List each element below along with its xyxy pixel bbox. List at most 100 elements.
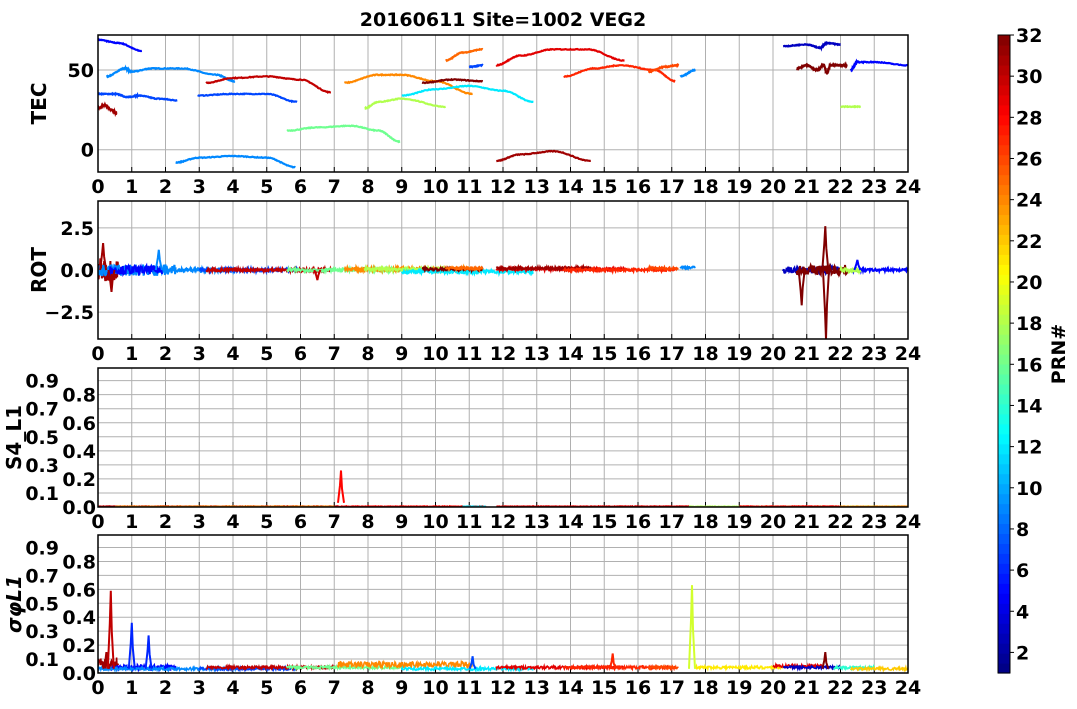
y-tick-label: 0.8 xyxy=(62,551,96,573)
colorbar-swatch xyxy=(998,324,1010,335)
tec-arc-prn-18 xyxy=(364,97,446,111)
x-tick-label: 20 xyxy=(760,677,786,699)
x-tick-label: 21 xyxy=(794,677,820,699)
x-tick-label: 15 xyxy=(591,343,617,365)
y-tick-label: 0.2 xyxy=(62,635,96,657)
tec-arc-prn-27 xyxy=(563,64,676,83)
colorbar-swatch xyxy=(998,433,1010,445)
colorbar-swatch xyxy=(998,35,1010,46)
colorbar-tick-label: 6 xyxy=(1016,560,1029,582)
x-tick-label: 22 xyxy=(827,677,853,699)
series-prn-21 xyxy=(694,663,784,672)
colorbar-swatch xyxy=(998,363,1010,375)
colorbar-swatch xyxy=(998,653,1010,664)
tec-arc-prn-9 xyxy=(106,64,236,84)
y-tick-label: 0.5 xyxy=(25,427,59,449)
x-tick-label: 5 xyxy=(260,343,273,365)
series-prn-27 xyxy=(562,265,676,275)
series-prn-22 xyxy=(849,664,908,673)
colorbar-swatch xyxy=(998,254,1010,265)
x-tick-label: 19 xyxy=(726,343,752,365)
x-tick-label: 7 xyxy=(328,511,341,533)
colorbar-tick-label: 22 xyxy=(1016,231,1042,253)
colorbar-swatch xyxy=(998,304,1010,315)
x-tick-label: 11 xyxy=(456,511,482,533)
colorbar-swatch xyxy=(998,344,1010,355)
tec-arc-prn-9 xyxy=(679,68,696,78)
x-tick-label: 14 xyxy=(557,511,583,533)
x-tick-label: 6 xyxy=(294,677,307,699)
colorbar-swatch xyxy=(998,264,1010,275)
spike-prn-27 xyxy=(608,653,617,670)
x-tick-label: 8 xyxy=(361,343,374,365)
y-tick-label: 0.6 xyxy=(62,579,96,601)
x-tick-label: 24 xyxy=(895,176,921,198)
series-prn-26 xyxy=(647,663,679,672)
x-tick-label: 11 xyxy=(456,176,482,198)
series-prn-31 xyxy=(495,263,592,274)
panel-2: 0 1 2 3 4 5 6 7 8 9 10 11 12 13 14 15 16 17 18 19 20 21 22 23 24… xyxy=(27,200,921,365)
tec-arc-prn-7 xyxy=(197,92,298,104)
y-tick-label: 0.4 xyxy=(62,441,96,463)
x-tick-label: 1 xyxy=(125,176,138,198)
x-tick-label: 22 xyxy=(827,511,853,533)
colorbar-swatch xyxy=(998,134,1010,146)
colorbar-tick-label: 30 xyxy=(1016,66,1042,88)
colorbar-swatch xyxy=(998,64,1010,76)
colorbar-swatch xyxy=(998,294,1010,305)
spike-prn-28 xyxy=(337,470,345,503)
x-tick-label: 11 xyxy=(456,343,482,365)
colorbar-swatch xyxy=(998,493,1010,505)
colorbar-swatch xyxy=(998,234,1010,245)
x-tick-label: 2 xyxy=(159,511,172,533)
x-tick-label: 18 xyxy=(692,176,718,198)
tec-arc-prn-7 xyxy=(468,63,484,69)
colorbar-tick-label: 28 xyxy=(1016,107,1042,129)
y-tick-label: 0.3 xyxy=(25,455,59,477)
panel-1: 0 1 2 3 4 5 6 7 8 9 10 11 12 13 14 15 16 17 18 19 20 21 22 23 24… xyxy=(27,34,921,198)
x-tick-label: 0 xyxy=(91,677,104,699)
colorbar-swatch xyxy=(998,284,1010,295)
x-tick-label: 2 xyxy=(159,176,172,198)
x-tick-label: 3 xyxy=(193,511,206,533)
colorbar-tick-label: 14 xyxy=(1016,395,1042,417)
x-tick-label: 5 xyxy=(260,511,273,533)
panel-4: 0 1 2 3 4 5 6 7 8 9 10 11 12 13 14 15 16 17 18 19 20 21 22 23 24… xyxy=(2,534,921,699)
x-tick-label: 4 xyxy=(226,343,239,365)
series-prn-12 xyxy=(400,266,534,278)
y-tick-label: 0.3 xyxy=(25,621,59,643)
colorbar-swatch xyxy=(998,164,1010,176)
tec-arc-prn-31 xyxy=(496,149,591,163)
y-tick-label: 0.2 xyxy=(62,469,96,491)
x-tick-label: 10 xyxy=(422,511,448,533)
colorbar-swatch xyxy=(998,593,1010,604)
x-tick-label: 21 xyxy=(794,343,820,365)
colorbar-swatch xyxy=(998,383,1010,395)
panel-3: 0 1 2 3 4 5 6 7 8 9 10 11 12 13 14 15 16 17 18 19 20 21 22 23 24… xyxy=(2,367,921,533)
x-tick-label: 9 xyxy=(395,677,408,699)
colorbar-swatch xyxy=(998,403,1010,415)
colorbar-swatch xyxy=(998,563,1010,574)
x-tick-label: 6 xyxy=(294,343,307,365)
spike-prn-9 xyxy=(154,249,163,271)
colorbar-tick-label: 32 xyxy=(1016,25,1042,47)
series-prn-25 xyxy=(444,264,484,274)
panel-frame xyxy=(97,200,909,340)
colorbar-swatch xyxy=(998,533,1010,545)
colorbar-swatch xyxy=(998,104,1010,116)
x-tick-label: 5 xyxy=(260,176,273,198)
x-tick-label: 4 xyxy=(226,677,239,699)
x-tick-label: 19 xyxy=(726,176,752,198)
colorbar-swatch xyxy=(998,204,1010,216)
y-tick-label: 0.9 xyxy=(25,538,59,560)
y-tick-label: 0.7 xyxy=(25,399,59,421)
x-tick-label: 16 xyxy=(625,677,651,699)
y-tick-label: 0.5 xyxy=(25,593,59,615)
x-tick-label: 21 xyxy=(794,176,820,198)
y-axis-label: TEC xyxy=(27,83,51,125)
x-tick-label: 16 xyxy=(625,343,651,365)
y-tick-label: 0.9 xyxy=(25,371,59,393)
x-tick-label: 11 xyxy=(456,677,482,699)
x-tick-label: 9 xyxy=(395,176,408,198)
